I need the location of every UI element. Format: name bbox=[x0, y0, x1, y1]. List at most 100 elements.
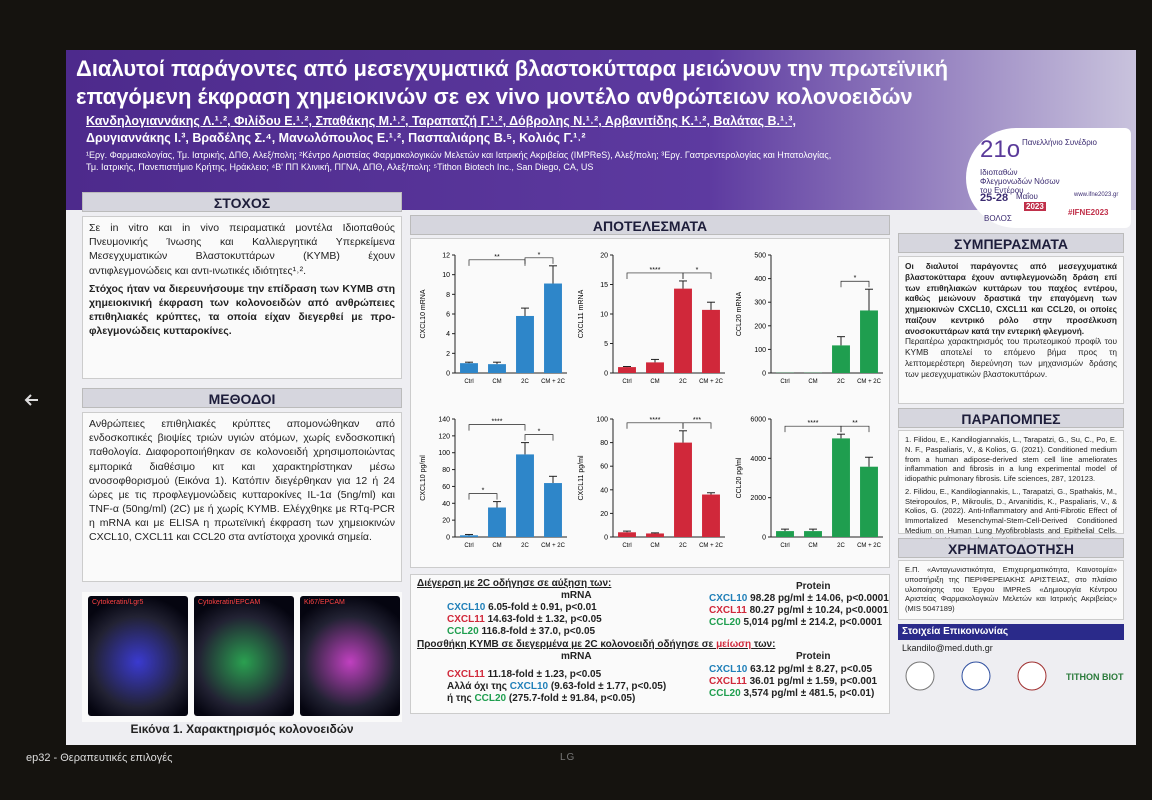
authors: Δρυγιαννάκης Ι.³, Βραδέλης Σ.⁴, Μανωλόπο… bbox=[86, 131, 586, 145]
gene-name: CCL20 bbox=[474, 693, 507, 704]
image-label: Ki67/EPCAM bbox=[304, 599, 345, 606]
badge-text: Ιδιοπαθών Φλεγμονωδών Νόσων του Εντέρου bbox=[980, 168, 1060, 195]
methods-box: Ανθρώπειες επιθηλιακές κρύπτες απομονώθη… bbox=[82, 412, 402, 582]
summary-value: 14.63-fold ± 1.32, p<0.05 bbox=[487, 614, 602, 625]
summary-line: CXCL11 14.63-fold ± 1.32, p<0.05 bbox=[447, 614, 602, 625]
reference: 1. Filidou, E., Kandilogiannakis, L., Ta… bbox=[905, 435, 1117, 483]
y-tick-label: 6 bbox=[446, 312, 450, 319]
y-axis-label: CCL20 pg/ml bbox=[736, 457, 743, 498]
bar-chart: CXCL10 pg/ml 0 20 40 60 80 100 120 140 Ctrl CM 2C CM… bbox=[420, 417, 567, 549]
bar bbox=[832, 438, 850, 537]
summary-value: 3,574 pg/ml ± 481.5, p<0.01) bbox=[743, 688, 875, 699]
section-heading: ΧΡΗΜΑΤΟΔΟΤΗΣΗ bbox=[898, 538, 1124, 558]
summary-value: 36.01 pg/ml ± 1.59, p<0.001 bbox=[749, 676, 878, 687]
gene-name: CCL20 bbox=[709, 617, 741, 628]
logo bbox=[905, 661, 935, 691]
x-tick-label: CM bbox=[650, 543, 659, 549]
y-tick-label: 4000 bbox=[750, 456, 766, 463]
section-heading: ΑΠΟΤΕΛΕΣΜΑΤΑ bbox=[410, 215, 890, 235]
y-tick-label: 8 bbox=[446, 292, 450, 299]
micrograph: Cytokeratin/EPCAM bbox=[194, 596, 294, 716]
paragraph: Οι διαλυτοί παράγοντες από μεσεγχυματικά… bbox=[905, 261, 1117, 336]
y-tick-label: 120 bbox=[438, 433, 450, 440]
y-tick-label: 10 bbox=[442, 272, 450, 279]
y-axis-label: CCL20 mRNA bbox=[736, 292, 743, 337]
y-tick-label: 0 bbox=[604, 371, 608, 378]
x-tick-label: CM + 2C bbox=[541, 543, 566, 549]
summary-box: Διέγερση με 2C οδήγησε σε αύξηση των: mRN… bbox=[410, 574, 890, 714]
nav-arrow[interactable] bbox=[22, 392, 42, 408]
significance-bracket bbox=[524, 434, 554, 441]
image-label: Cytokeratin/Lgr5 bbox=[92, 599, 144, 606]
significance-label: * bbox=[538, 429, 541, 436]
summary-value: 80.27 pg/ml ± 10.24, p<0.0001 bbox=[749, 605, 889, 616]
x-tick-label: CM + 2C bbox=[541, 379, 566, 385]
x-tick-label: CM + 2C bbox=[699, 379, 724, 385]
badge-text: Πανελλήνιο Συνέδριο bbox=[1022, 138, 1097, 147]
authors: Κανδηλογιαννάκης Λ.¹˒², Φιλίδου Ε.¹˒², Σ… bbox=[86, 114, 796, 128]
bar bbox=[488, 507, 506, 537]
significance-label: **** bbox=[650, 267, 661, 274]
summary-value: 63.12 pg/ml ± 8.27, p<0.05 bbox=[750, 664, 873, 675]
x-tick-label: 2C bbox=[679, 543, 687, 549]
bar bbox=[460, 535, 478, 537]
y-tick-label: 0 bbox=[762, 371, 766, 378]
y-tick-label: 5 bbox=[604, 341, 608, 348]
summary-value: 11.18-fold ± 1.23, p<0.05 bbox=[487, 669, 602, 680]
significance-label: * bbox=[538, 252, 541, 259]
summary-value: 6.05-fold ± 0.91, p<0.01 bbox=[488, 602, 597, 613]
summary-line: Αλλά όχι της CXCL10 (9.63-fold ± 1.77, p… bbox=[447, 681, 666, 692]
gene-name: CCL20 bbox=[709, 688, 741, 699]
figure-caption: Εικόνα 1. Χαρακτηρισμός κολονοειδών bbox=[130, 722, 354, 736]
emphasis: μείωση bbox=[716, 639, 752, 650]
bar-chart: CXCL11 pg/ml 0 20 40 60 80 100 Ctrl CM 2C CM + 2C *… bbox=[578, 417, 725, 549]
x-tick-label: CM + 2C bbox=[699, 543, 724, 549]
y-tick-label: 400 bbox=[754, 276, 766, 283]
x-tick-label: Ctrl bbox=[464, 379, 473, 385]
title: επαγόμενη έκφραση χημειοκινών σε ex vivo… bbox=[76, 84, 913, 109]
summary-line: CXCL11 80.27 pg/ml ± 10.24, p<0.0001 bbox=[709, 605, 888, 616]
figure: Cytokeratin/Lgr5 Cytokeratin/EPCAM Ki67/EP… bbox=[82, 592, 402, 722]
gene-name: CXCL10 bbox=[447, 602, 486, 613]
significance-bracket bbox=[840, 425, 870, 433]
column-label: Protein bbox=[796, 651, 831, 662]
paragraph: Περαιτέρω χαρακτηρισμός του πρωτεομικού … bbox=[905, 336, 1117, 379]
aims-box: Σε in vitro και in vivo πειραματικά μοντ… bbox=[82, 216, 402, 379]
charts-panel: CXCL10 mRNA 0 2 4 6 8 10 12 Ctrl CM 2C CM + 2C ** * CX… bbox=[410, 238, 890, 568]
summary-text: των: bbox=[751, 639, 776, 650]
reference: 2. Filidou, E., Kandilogiannakis, L., Ta… bbox=[905, 486, 1117, 545]
significance-bracket bbox=[468, 424, 526, 431]
y-tick-label: 500 bbox=[754, 253, 766, 260]
badge-hashtag: #IFNE2023 bbox=[1068, 208, 1109, 217]
y-tick-label: 0 bbox=[446, 535, 450, 542]
y-tick-label: 0 bbox=[604, 535, 608, 542]
y-tick-label: 20 bbox=[600, 511, 608, 518]
summary-value: (275.7-fold ± 91.84, p<0.05) bbox=[508, 693, 636, 704]
x-tick-label: CM bbox=[650, 379, 659, 385]
badge-city: ΒΟΛΟΣ bbox=[984, 214, 1012, 223]
summary-line: CXCL11 11.18-fold ± 1.23, p<0.05 bbox=[447, 669, 601, 680]
y-tick-label: 80 bbox=[600, 440, 608, 447]
x-tick-label: 2C bbox=[521, 379, 529, 385]
y-tick-label: 100 bbox=[754, 347, 766, 354]
badge-dates: 25-28 bbox=[980, 192, 1009, 204]
logos: TITHON BIOTECH bbox=[905, 661, 1124, 691]
bar bbox=[516, 454, 534, 537]
x-tick-label: CM bbox=[492, 379, 501, 385]
bar bbox=[618, 532, 636, 537]
x-tick-label: 2C bbox=[521, 543, 529, 549]
significance-label: * bbox=[482, 488, 485, 495]
y-tick-label: 6000 bbox=[750, 417, 766, 424]
sponsor-logo: TITHON BIOTECH bbox=[1066, 672, 1124, 682]
x-tick-label: CM + 2C bbox=[857, 543, 882, 549]
significance-label: **** bbox=[808, 420, 819, 427]
bar bbox=[544, 283, 562, 373]
summary-line: CCL20 116.8-fold ± 37.0, p<0.05 bbox=[447, 626, 595, 637]
tv-channel: ep32 - Θεραπευτικές επιλογές bbox=[26, 752, 173, 764]
significance-bracket bbox=[524, 257, 554, 264]
significance-bracket bbox=[682, 422, 712, 429]
summary-heading: Διέγερση με 2C οδήγησε σε αύξηση των: bbox=[417, 578, 612, 589]
y-tick-label: 12 bbox=[442, 253, 450, 260]
